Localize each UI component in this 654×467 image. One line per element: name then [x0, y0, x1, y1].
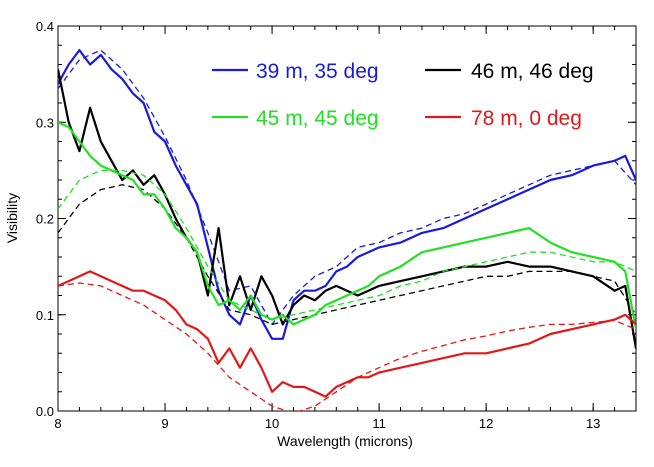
- y-tick-label: 0.1: [36, 308, 54, 323]
- series-line-7-dashed: [58, 282, 636, 411]
- series-line-5-dashed: [58, 169, 636, 321]
- x-tick-label: 10: [265, 416, 279, 431]
- legend-label: 46 m, 46 deg: [471, 60, 594, 83]
- legend-label: 45 m, 45 deg: [256, 107, 379, 130]
- plot-area-frame: [57, 25, 637, 412]
- series-layer: [58, 48, 636, 411]
- x-tick-label: 12: [479, 416, 493, 431]
- series-line-3-dashed: [58, 184, 636, 326]
- axis-ticks: 8 9 10 11 12 13 0.0 0.1 0.2 0.3 0.4: [36, 19, 637, 431]
- legend-label: 39 m, 35 deg: [256, 60, 379, 83]
- x-tick-label: 13: [586, 416, 600, 431]
- x-tick-label: 8: [54, 416, 61, 431]
- y-tick-label: 0.2: [36, 212, 54, 227]
- legend: 39 m, 35 deg 46 m, 46 deg 45 m, 45 deg 78 m…: [212, 60, 594, 130]
- x-tick-label: 11: [372, 416, 386, 431]
- series-line-4: [58, 121, 636, 330]
- y-tick-label: 0.0: [36, 404, 54, 419]
- series-line-1-dashed: [58, 49, 636, 326]
- y-tick-label: 0.3: [36, 115, 54, 130]
- x-axis-label: Wavelength (microns): [277, 433, 413, 449]
- y-tick-label: 0.4: [36, 19, 54, 34]
- legend-label: 78 m, 0 deg: [471, 107, 582, 130]
- series-line-6: [58, 270, 636, 398]
- x-tick-label: 9: [161, 416, 168, 431]
- y-axis-label: Visibility: [4, 193, 20, 243]
